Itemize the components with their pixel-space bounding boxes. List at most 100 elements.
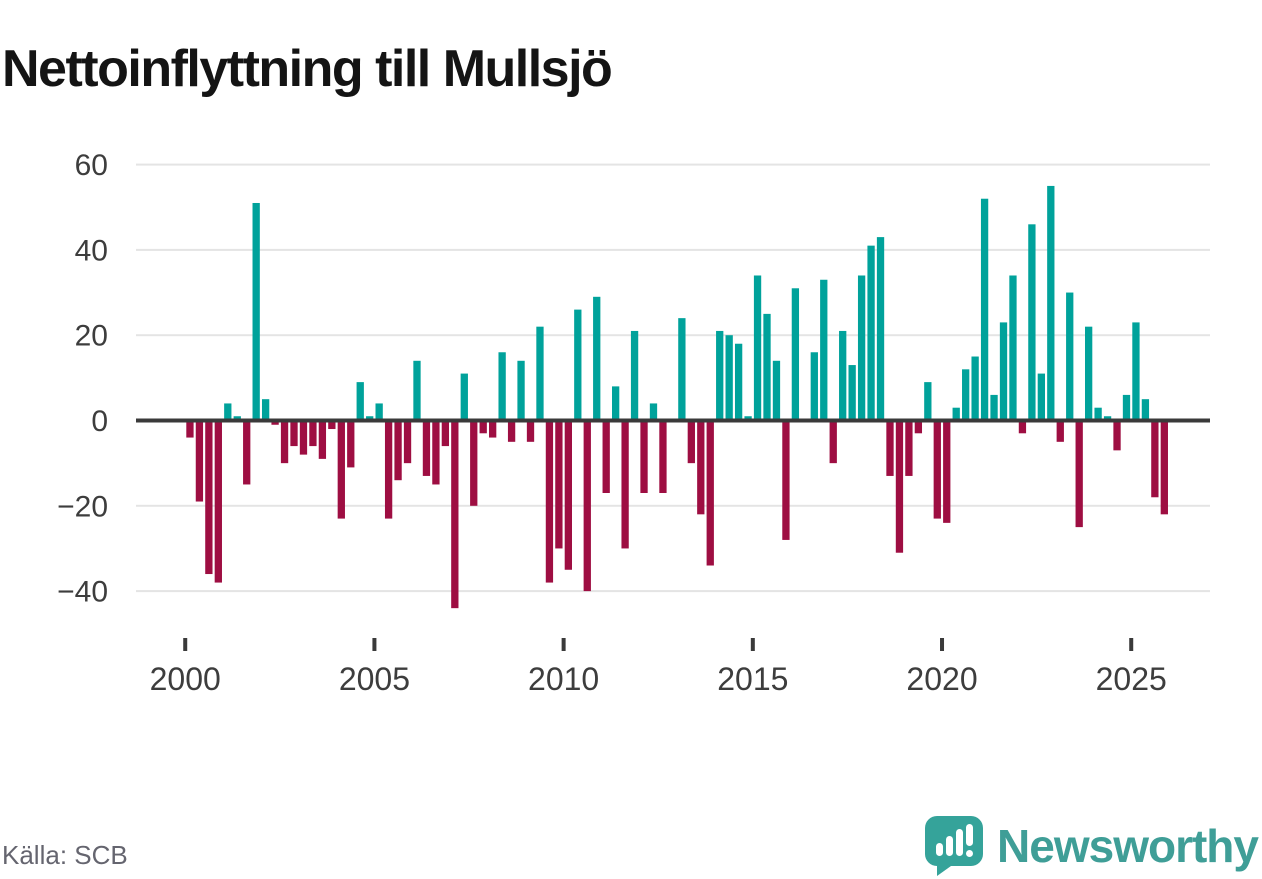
bar	[980, 198, 989, 421]
bar	[384, 420, 393, 519]
bar	[649, 403, 658, 421]
svg-text:0: 0	[91, 405, 108, 438]
bar	[914, 420, 923, 434]
bar	[205, 420, 213, 575]
zero-line	[136, 418, 1210, 423]
bar	[583, 420, 591, 592]
x-axis-ticks	[183, 638, 1134, 651]
svg-text:20: 20	[75, 320, 108, 353]
bar	[772, 360, 781, 421]
bar	[1066, 292, 1074, 421]
bar	[413, 360, 421, 421]
logo-bar-3	[956, 829, 964, 856]
bar	[195, 420, 204, 502]
x-tick	[372, 638, 377, 651]
svg-text:2010: 2010	[528, 661, 599, 697]
bar	[460, 373, 468, 421]
bar	[886, 420, 894, 476]
bar	[470, 420, 478, 506]
bar	[536, 326, 544, 421]
logo-bar-2	[946, 836, 954, 856]
bar	[271, 420, 279, 425]
bar	[1075, 420, 1083, 528]
bar	[621, 420, 629, 549]
bar	[763, 313, 771, 421]
bar	[356, 382, 364, 421]
bar	[933, 420, 941, 519]
bar	[1047, 185, 1055, 421]
bar	[252, 202, 260, 421]
bar	[1009, 275, 1017, 421]
bar-chart-svg: 60 40 20 0 −20 −40 2000 2005 2010 2015 2020 2025	[57, 149, 1210, 697]
svg-text:2025: 2025	[1096, 661, 1167, 697]
bar	[1094, 407, 1102, 421]
bar	[1122, 394, 1131, 421]
bar	[290, 420, 298, 447]
bar	[394, 420, 402, 481]
svg-text:40: 40	[75, 234, 108, 267]
bar	[526, 420, 535, 442]
bar	[1056, 420, 1064, 442]
bar	[441, 420, 450, 447]
bar	[725, 335, 733, 421]
x-axis-labels: 2000 2005 2010 2015 2020 2025	[150, 661, 1167, 697]
bar	[630, 330, 639, 421]
x-tick	[561, 638, 566, 651]
bar	[952, 407, 960, 421]
bar	[309, 420, 317, 447]
svg-text:2020: 2020	[906, 661, 977, 697]
bar	[432, 420, 440, 485]
logo-excl-bar	[966, 824, 974, 846]
bar	[318, 420, 327, 459]
bar	[1160, 420, 1168, 515]
bar	[734, 343, 743, 421]
bar	[243, 420, 251, 485]
bar	[299, 420, 308, 455]
svg-text:2015: 2015	[717, 661, 788, 697]
bar	[810, 352, 818, 421]
bar	[261, 399, 270, 421]
bar	[820, 279, 828, 421]
bar	[924, 382, 932, 421]
bar	[602, 420, 610, 493]
bar	[1103, 416, 1112, 421]
bar	[375, 403, 383, 421]
bar	[498, 352, 506, 421]
bar	[451, 420, 459, 609]
logo-bar-1	[936, 843, 944, 856]
bar	[791, 288, 800, 421]
bar	[347, 420, 355, 468]
bar	[1085, 326, 1093, 421]
bar	[1151, 420, 1159, 498]
bar	[678, 318, 686, 421]
bar	[366, 416, 374, 421]
source-note: Källa: SCB	[2, 840, 128, 870]
bar	[574, 309, 582, 421]
bar	[328, 420, 336, 430]
bar	[489, 420, 497, 438]
y-axis-labels: 60 40 20 0 −20 −40	[57, 149, 108, 608]
bar	[744, 416, 752, 421]
y-gridlines	[136, 163, 1210, 593]
bar	[517, 360, 525, 421]
bar	[999, 322, 1008, 421]
brand-name: Newsworthy	[997, 820, 1259, 872]
bar	[403, 420, 412, 464]
bar	[857, 275, 866, 421]
bar	[507, 420, 516, 442]
bar	[545, 420, 554, 583]
bar	[971, 356, 979, 421]
bar	[848, 365, 856, 421]
bar	[1028, 224, 1036, 421]
bar	[612, 386, 620, 421]
bar	[829, 420, 837, 464]
bar	[990, 394, 998, 421]
bar	[867, 245, 875, 421]
x-tick	[940, 638, 945, 651]
bar	[214, 420, 222, 583]
bar	[555, 420, 563, 549]
bars	[186, 185, 1168, 609]
bar	[697, 420, 705, 515]
bar	[593, 296, 601, 421]
x-tick	[183, 638, 188, 651]
